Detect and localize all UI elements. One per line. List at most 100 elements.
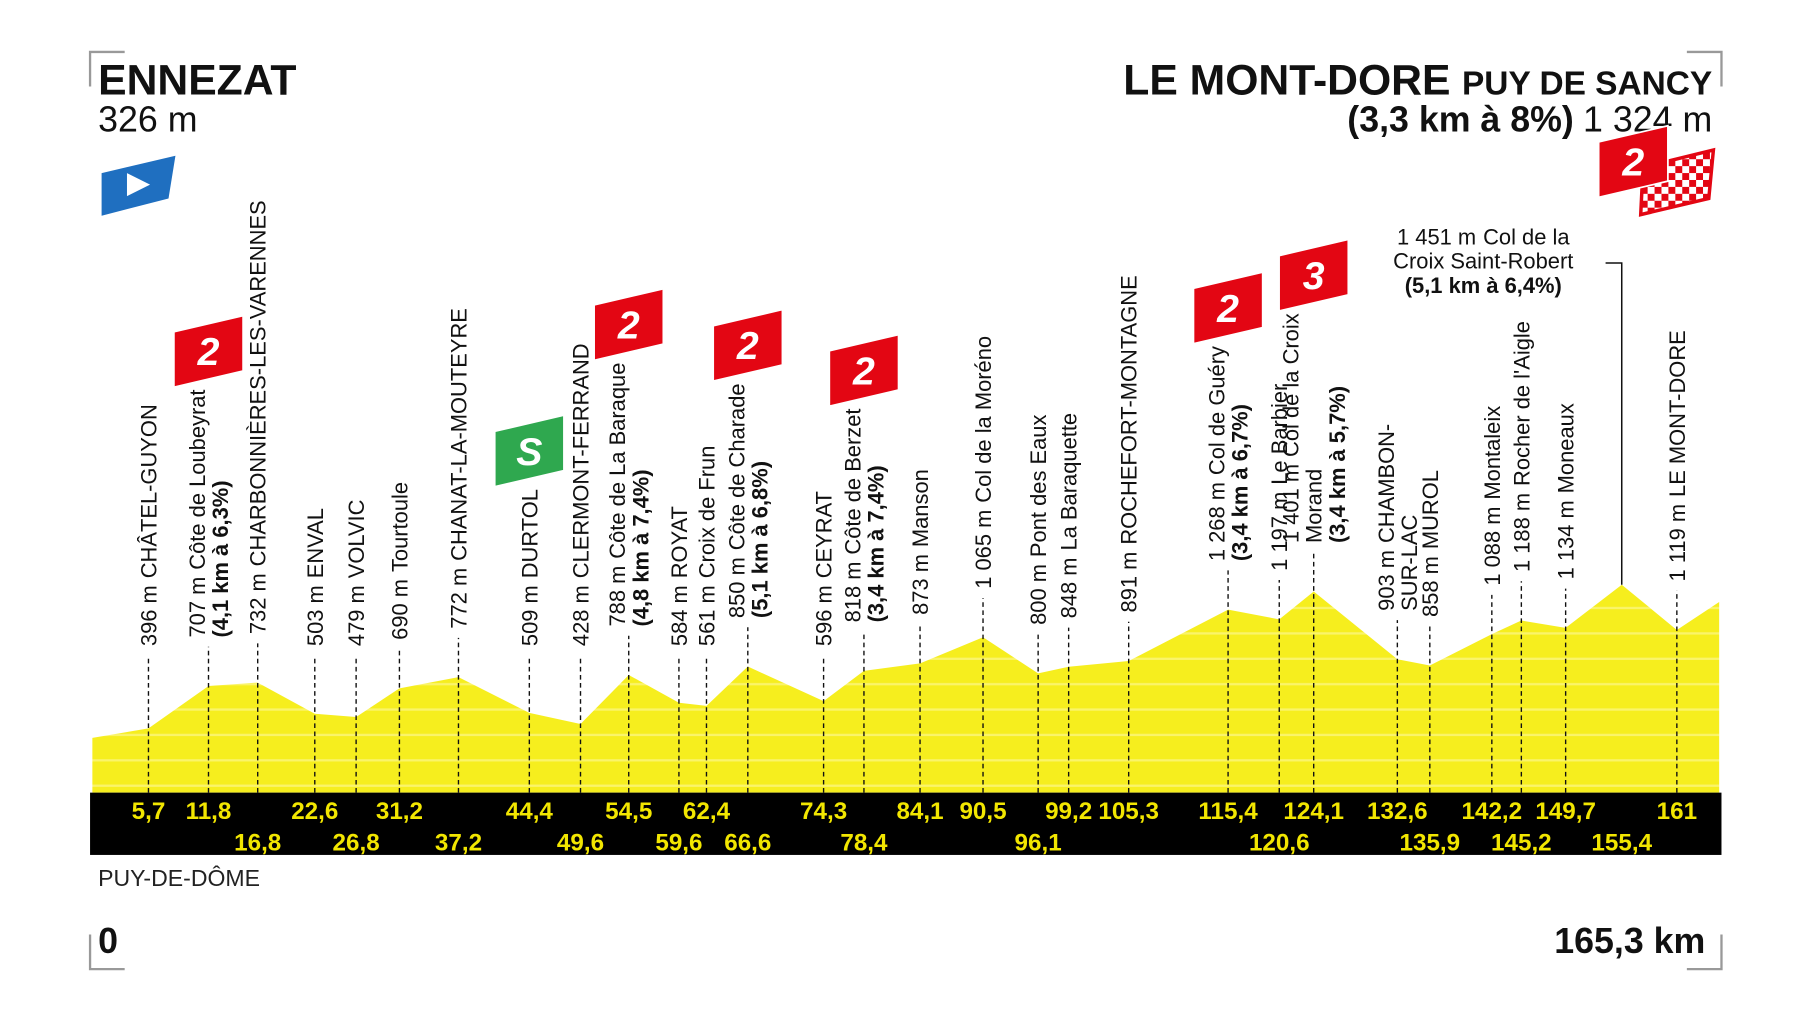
waypoint-altitude: 1 451 m <box>1397 224 1476 249</box>
km-label: 155,4 <box>1591 829 1652 856</box>
finish-name: LE MONT-DORE <box>1123 57 1450 105</box>
km-label: 99,2 <box>1045 798 1092 825</box>
waypoint-altitude: 707 m <box>185 577 210 638</box>
waypoint-label: 850 m Côte de Charade <box>724 383 749 618</box>
start-altitude: 326 m <box>98 100 197 140</box>
waypoint-altitude: 891 m <box>1116 552 1141 613</box>
km-label: 16,8 <box>234 829 281 856</box>
climb-info: (3,4 km à 5,7%) <box>1324 386 1349 543</box>
waypoint-altitude: 858 m <box>1417 556 1442 617</box>
waypoint-label: 503 m ENVAL <box>302 508 327 646</box>
climb-flag: 2 <box>712 308 784 383</box>
climb-flag-label: 3 <box>1303 254 1325 298</box>
km-label: 135,9 <box>1400 829 1461 856</box>
waypoint-name: Montaleix <box>1479 406 1504 500</box>
climb-flag: 2 <box>173 314 244 389</box>
waypoint-altitude: 1 134 m <box>1553 500 1578 579</box>
km-label: 22,6 <box>291 798 338 825</box>
waypoint-altitude: 509 m <box>517 585 542 646</box>
climb-flag-shape <box>1597 124 1669 199</box>
climb-flag-label: 2 <box>197 330 220 374</box>
waypoint-name: Côte de La Baraque <box>605 363 630 559</box>
waypoint-label: 479 m VOLVIC <box>344 500 369 647</box>
waypoint-label: 596 m CEYRAT <box>811 491 836 646</box>
waypoint-altitude: 732 m <box>245 573 270 634</box>
waypoint-label: 1 088 m Montaleix <box>1479 406 1504 586</box>
waypoint-name: Col de la Moréno <box>971 336 996 503</box>
km-label: 37,2 <box>435 829 482 856</box>
waypoint-name: ROYAT <box>666 506 691 578</box>
waypoint-altitude: 1 065 m <box>971 510 996 589</box>
waypoint-name: Col de la <box>1483 224 1570 249</box>
km-label: 90,5 <box>959 798 1006 825</box>
climb-flag: 2 <box>828 333 900 408</box>
waypoint-name: La Baraquette <box>1056 413 1081 551</box>
leader-line <box>1605 262 1623 585</box>
waypoint-altitude: 1 197 m <box>1267 492 1292 571</box>
waypoint-altitude: 584 m <box>666 585 691 646</box>
waypoint-label: 858 m MUROL <box>1417 470 1442 617</box>
waypoint-name: Côte de Charade <box>724 383 749 550</box>
waypoint-label: 903 m CHAMBON- <box>1373 424 1398 611</box>
waypoint-name: Le Barbier <box>1267 384 1292 485</box>
x-tick-label: 165,3 km <box>1554 921 1705 961</box>
waypoint-label: 772 m CHANAT-LA-MOUTEYRE <box>446 308 471 629</box>
climb-flag-label: 2 <box>852 349 875 393</box>
waypoint-label: 788 m Côte de La Baraque <box>605 363 630 627</box>
waypoint-altitude: 788 m <box>605 566 630 627</box>
waypoint-name: ENVAL <box>302 508 327 578</box>
climb-flag-shape <box>828 333 900 408</box>
waypoint-label: 891 m ROCHEFORT-MONTAGNE <box>1116 275 1141 612</box>
climb-info: (3,4 km à 7,4%) <box>863 465 888 622</box>
climb-flag-shape <box>173 314 244 389</box>
km-label: 132,6 <box>1367 798 1428 825</box>
finish-suffix: PUY DE SANCY <box>1462 66 1712 103</box>
sprint-flag: S <box>493 414 565 488</box>
waypoint-name: ROCHEFORT-MONTAGNE <box>1116 275 1141 544</box>
km-label: 124,1 <box>1283 798 1344 825</box>
km-label: 54,5 <box>605 798 652 825</box>
sprint-flag-label: S <box>516 430 542 474</box>
waypoint-altitude: 1 088 m <box>1479 507 1504 586</box>
finish-title: LE MONT-DORE PUY DE SANCY <box>1123 57 1712 105</box>
waypoint-name: Manson <box>908 469 933 547</box>
waypoint-altitude: 428 m <box>568 585 593 646</box>
km-label: 66,6 <box>724 829 771 856</box>
km-band <box>90 792 1722 855</box>
elevation-profile <box>92 584 1720 793</box>
waypoint-name: Croix de Frun <box>694 446 719 579</box>
climb-flag-shape <box>1278 238 1350 313</box>
waypoint-altitude: 818 m <box>840 562 865 623</box>
waypoint-name: Rocher de l'Aigle <box>1509 321 1534 486</box>
waypoint-label: 1 188 m Rocher de l'Aigle <box>1509 321 1534 572</box>
climb-flag-label: 2 <box>1621 140 1644 184</box>
climb-info: (4,8 km à 7,4%) <box>628 469 653 626</box>
waypoint-label: (4,1 km à 6,3%) <box>208 480 233 637</box>
waypoint-label: 584 m ROYAT <box>666 506 691 646</box>
frame <box>88 50 1723 971</box>
climb-info: (5,1 km à 6,8%) <box>747 461 772 618</box>
waypoint-label: 1 065 m Col de la Moréno <box>971 336 996 589</box>
waypoint-name: CHANAT-LA-MOUTEYRE <box>446 308 471 561</box>
waypoint-label: (3,4 km à 5,7%) <box>1324 386 1349 543</box>
km-label: 105,3 <box>1098 798 1159 825</box>
climb-flag-label: 2 <box>736 324 759 368</box>
climb-flag: 2 <box>1192 271 1264 345</box>
waypoint-name: Côte de Berzet <box>840 408 865 554</box>
waypoint-label: (3,4 km à 6,7%) <box>1227 404 1252 561</box>
climb-flag-shape <box>712 308 784 383</box>
waypoint-label: 428 m CLERMONT-FERRAND <box>568 343 593 646</box>
waypoint-label: 690 m Tourtoule <box>387 482 412 640</box>
km-label: 78,4 <box>840 829 888 856</box>
waypoint-altitude: 1 119 m <box>1664 504 1689 582</box>
waypoint-name: DURTOL <box>517 489 542 578</box>
climb-info: (5,1 km à 6,4%) <box>1405 272 1562 297</box>
waypoint-altitude: 503 m <box>302 585 327 646</box>
km-label: 31,2 <box>376 798 423 825</box>
waypoint-name: MUROL <box>1417 470 1442 549</box>
climb-flag-label: 2 <box>617 303 640 347</box>
waypoint-name: Tourtoule <box>387 482 412 572</box>
waypoint-name: LE MONT-DORE <box>1664 330 1689 497</box>
waypoint-label: 707 m Côte de Loubeyrat <box>185 389 210 637</box>
